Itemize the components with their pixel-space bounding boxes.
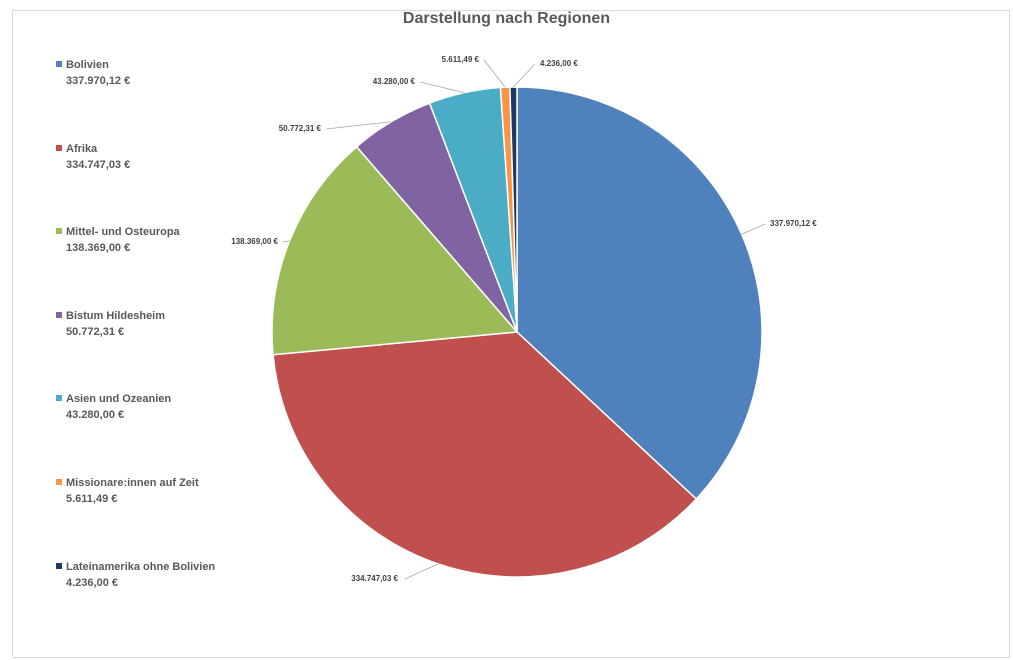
pie-slice-2 <box>271 145 519 356</box>
legend-swatch <box>56 145 62 151</box>
data-label: 5.611,49 € <box>442 55 480 64</box>
legend-label: Bistum Hildesheim <box>66 310 166 322</box>
legend-value: 4.236,00 € <box>66 577 118 589</box>
data-label: 43.280,00 € <box>373 77 416 86</box>
leader-line <box>741 223 766 235</box>
legend-label: Mittel- und Osteuropa <box>66 226 180 238</box>
legend-label: Lateinamerika ohne Bolivien <box>66 561 216 573</box>
legend-label: Asien und Ozeanien <box>66 393 172 405</box>
leader-line <box>282 240 290 243</box>
pie-slice-6 <box>509 86 518 333</box>
legend-swatch <box>56 312 62 318</box>
legend-swatch <box>56 395 62 401</box>
leader-line <box>483 59 506 88</box>
legend-label: Afrika <box>66 143 98 155</box>
leader-line <box>404 563 439 580</box>
legend-value: 5.611,49 € <box>66 493 118 505</box>
legend-label: Bolivien <box>66 59 109 71</box>
legend-value: 138.369,00 € <box>66 242 131 254</box>
data-label: 4.236,00 € <box>540 59 578 68</box>
legend-value: 337.970,12 € <box>66 75 131 87</box>
legend-label: Missionare:innen auf Zeit <box>66 477 199 489</box>
legend-swatch <box>56 479 62 485</box>
leader-line <box>325 121 392 130</box>
legend-value: 334.747,03 € <box>66 159 131 171</box>
data-label: 337.970,12 € <box>770 219 817 228</box>
leader-line <box>419 81 465 94</box>
legend-value: 50.772,31 € <box>66 326 125 338</box>
chart-title: Darstellung nach Regionen <box>402 10 611 27</box>
legend-swatch <box>56 228 62 234</box>
data-label: 50.772,31 € <box>279 124 322 133</box>
data-label: 138.369,00 € <box>231 237 278 246</box>
legend-swatch <box>56 563 62 569</box>
pie-slice-1 <box>272 331 698 578</box>
legend-swatch <box>56 61 62 67</box>
legend-value: 43.280,00 € <box>66 409 125 421</box>
leader-line <box>513 63 536 88</box>
data-label: 334.747,03 € <box>351 574 398 583</box>
